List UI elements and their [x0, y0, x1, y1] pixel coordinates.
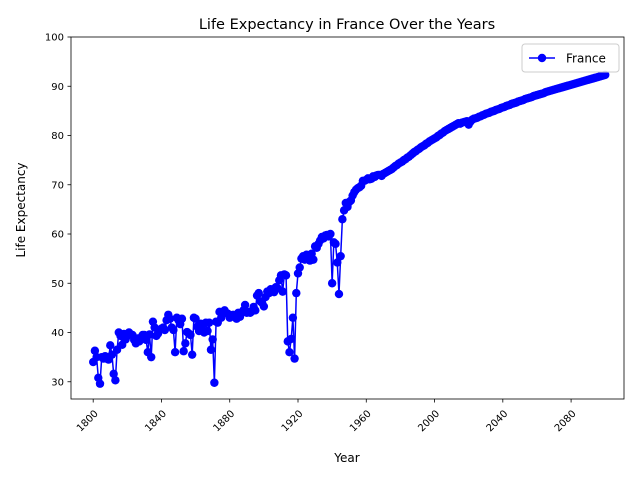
data-point [334, 289, 344, 299]
data-point [160, 325, 170, 335]
y-tick-label: 50 [51, 279, 64, 290]
data-point [285, 348, 294, 357]
data-point [251, 306, 260, 315]
data-point [295, 263, 304, 272]
data-point [290, 354, 299, 363]
data-point [90, 346, 100, 355]
data-point [186, 330, 195, 340]
data-point [170, 348, 180, 357]
data-point [165, 314, 175, 323]
data-point [286, 334, 296, 344]
y-tick-label: 100 [45, 33, 64, 44]
series-line-france [92, 74, 606, 385]
y-tick-label: 60 [51, 230, 64, 241]
x-tick-label: 2000 [416, 408, 442, 434]
data-point [254, 288, 263, 298]
x-tick-label: 2080 [553, 408, 579, 434]
data-point [111, 376, 120, 385]
y-tick-label: 90 [51, 82, 64, 93]
x-axis-label: Year [333, 451, 359, 465]
data-point [181, 339, 190, 348]
data-point [206, 345, 216, 354]
data-point [179, 347, 188, 356]
data-point [109, 369, 118, 379]
y-tick-label: 30 [51, 377, 64, 388]
data-point [187, 350, 197, 359]
data-point [205, 318, 214, 327]
chart-title: Life Expectancy in France Over the Years [199, 17, 495, 33]
data-point [95, 379, 105, 388]
data-point [333, 258, 342, 267]
y-tick-label: 40 [51, 328, 64, 339]
data-point [281, 271, 291, 280]
data-point [259, 302, 269, 311]
y-tick-label: 80 [51, 131, 64, 142]
data-point [177, 314, 187, 323]
data-point [240, 300, 250, 310]
legend: France [521, 43, 620, 73]
data-point [106, 341, 115, 350]
data-point [601, 70, 610, 80]
x-tick-label: 2040 [485, 408, 511, 434]
x-tick-label: 1960 [348, 408, 374, 434]
data-point [145, 330, 154, 339]
data-point [169, 325, 178, 335]
x-tick-label: 1800 [75, 408, 101, 434]
data-point [278, 287, 287, 296]
plot-area [88, 70, 610, 388]
legend-label-france: France [566, 52, 606, 66]
data-point [336, 251, 345, 261]
data-point [331, 239, 340, 249]
legend-marker-sample [537, 53, 547, 63]
x-tick-label: 1920 [280, 408, 306, 434]
data-point [288, 313, 298, 322]
data-point [326, 229, 335, 239]
data-point [203, 326, 212, 336]
y-tick-label: 70 [51, 180, 64, 191]
x-tick-label: 1880 [211, 408, 237, 434]
data-point [338, 215, 347, 224]
x-tick-label: 1840 [143, 408, 169, 434]
legend-frame [521, 43, 620, 73]
data-point [210, 378, 219, 387]
data-point [309, 255, 318, 264]
data-point [208, 335, 217, 344]
y-axis-label: Life Expectancy [14, 162, 28, 257]
data-point [147, 352, 156, 362]
plot-frame [70, 36, 625, 400]
data-point [292, 288, 301, 298]
data-point [327, 279, 337, 288]
